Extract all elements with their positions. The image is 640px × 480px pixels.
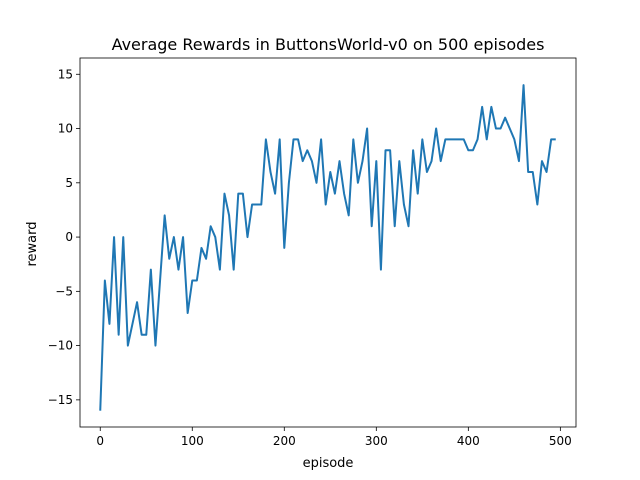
y-axis-label: reward [25,221,40,266]
y-tick-label: 15 [58,67,73,81]
x-tick-label: 200 [273,434,296,448]
x-tick-label: 300 [365,434,388,448]
y-tick-label: 10 [58,122,73,136]
series-line [99,84,556,411]
x-axis-label: episode [303,456,354,471]
plot-frame [79,57,577,428]
x-tick-label: 500 [549,434,572,448]
y-tick-label: 0 [65,230,73,244]
y-tick-label: −5 [55,284,73,298]
y-tick-label: −10 [48,339,73,353]
chart-title: Average Rewards in ButtonsWorld-v0 on 50… [112,35,545,54]
x-tick-label: 400 [457,434,480,448]
plot-area: 0 100 200 300 400 500 −15 −10 −5 0 5 10 15 [48,57,577,448]
y-tick-label: −15 [48,393,73,407]
x-tick-label: 100 [181,434,204,448]
y-tick-label: 5 [65,176,73,190]
x-tick-label: 0 [96,434,104,448]
